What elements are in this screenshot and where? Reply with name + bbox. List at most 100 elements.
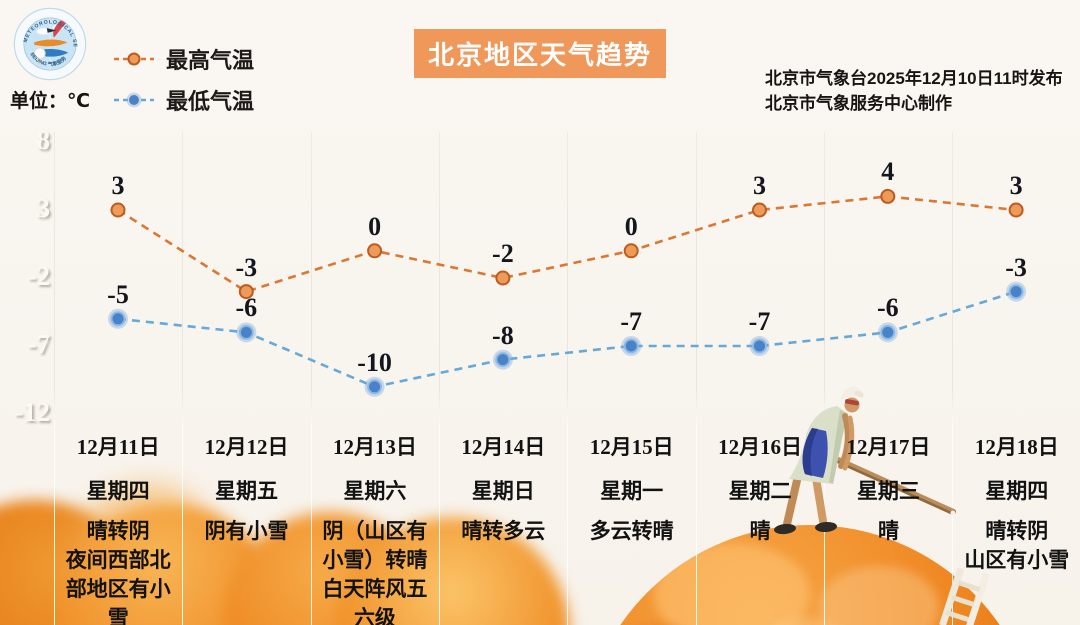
date-label: 12月15日 (589, 435, 674, 459)
column-separator (823, 132, 825, 625)
weekday-label: 星期六 (343, 479, 407, 503)
day-column: 12月11日 星期四 晴转阴 夜间西部北 部地区有小 雪 (54, 431, 182, 625)
data-point (880, 324, 896, 340)
miniature-figure (774, 386, 956, 535)
y-axis-tick: -2 (27, 261, 51, 291)
value-label: -7 (620, 307, 643, 336)
weather-label: 阴（山区有 小雪）转晴 白天阵风五 六级 (322, 519, 428, 625)
date-label: 12月16日 (718, 435, 803, 459)
date-label: 12月17日 (846, 435, 931, 459)
day-column: 12月12日 星期五阴有小雪 (182, 431, 310, 625)
column-separator (567, 132, 569, 625)
date-label: 12月13日 (332, 435, 417, 459)
y-axis-tick: -12 (14, 397, 50, 427)
weather-label: 晴转多云 (461, 519, 546, 543)
data-point (1008, 202, 1024, 218)
value-label: 3 (1009, 171, 1023, 200)
weekday-label: 星期四 (985, 479, 1049, 503)
ladder-icon (939, 567, 990, 625)
legend-label-low: 最低气温 (166, 89, 255, 114)
value-label: -3 (235, 252, 258, 282)
day-column: 12月13日 星期六阴（山区有 小雪）转晴 白天阵风五 六级 (311, 431, 439, 625)
legend-label-high: 最高气温 (166, 48, 255, 73)
day-column: 12月17日 星期三晴 (824, 431, 952, 625)
date-label: 12月11日 (76, 435, 160, 459)
red-ribbon (53, 20, 66, 38)
high-temp-swatch-icon (114, 52, 154, 66)
weekday-label: 星期日 (471, 479, 535, 503)
orange-texture (653, 543, 810, 625)
weekday-label: 星期三 (856, 479, 920, 503)
date-label: 12月12日 (204, 435, 289, 459)
y-axis-tick: -7 (27, 329, 51, 359)
weather-label: 晴 (749, 519, 771, 543)
legend-item-high: 最高气温 (112, 46, 255, 73)
data-point (238, 284, 254, 300)
value-label: -2 (492, 239, 514, 268)
sunglasses (844, 399, 859, 406)
column-separator (952, 132, 954, 625)
value-label: -6 (876, 293, 899, 323)
legend: 最高气温 最低气温 (112, 46, 254, 128)
column-separator (695, 132, 697, 625)
value-label: -8 (492, 320, 514, 350)
weekday-label: 星期一 (600, 479, 664, 503)
data-point (495, 352, 511, 368)
data-point (110, 202, 126, 218)
weather-label: 晴转阴 夜间西部北 部地区有小 雪 (65, 519, 171, 625)
publisher-info: 北京市气象台2025年12月10日11时发布 北京市气象服务中心制作 (765, 64, 1063, 114)
column-separator (438, 132, 440, 625)
data-point (495, 270, 511, 286)
day-column: 12月15日 星期一 多云转晴 (568, 431, 696, 625)
value-label: -10 (357, 347, 392, 377)
weather-label: 晴转阴 山区有小雪 (964, 519, 1070, 572)
day-column: 12月16日 星期二晴 (696, 431, 824, 625)
orange-texture (764, 617, 847, 625)
column-separator (182, 132, 184, 625)
page-title: 北京地区天气趋势 (413, 29, 667, 78)
value-label: 4 (881, 157, 895, 187)
unit-label: 单位：℃ (10, 91, 91, 112)
value-label: -3 (1005, 252, 1027, 282)
data-point (1008, 284, 1024, 300)
publisher-line-1: 北京市气象台2025年12月10日11时发布 (765, 69, 1063, 88)
day-column: 12月18日 星期四晴转阴 山区有小雪 (953, 431, 1080, 625)
series-line-high (117, 195, 1017, 294)
publisher-line-2: 北京市气象服务中心制作 (765, 94, 952, 113)
date-label: 12月18日 (974, 435, 1059, 459)
day-column: 12月14日 星期日晴转多云 (439, 431, 567, 625)
meteorological-service-logo-icon: METEOROLOGICAL SERVICE BEIJING 气象服务 (12, 6, 87, 81)
day-table: 12月11日 星期四 晴转阴 夜间西部北 部地区有小 雪 12月12日 星期五 阴有小雪 1… (54, 431, 1080, 625)
y-axis-tick: 8 (36, 125, 51, 155)
data-point (367, 243, 383, 259)
data-point (367, 379, 383, 395)
weekday-label: 星期五 (215, 479, 279, 503)
data-point (752, 338, 767, 354)
column-separator (54, 132, 55, 625)
data-point (880, 188, 896, 204)
y-axis-tick: 3 (36, 193, 51, 223)
data-point (623, 338, 639, 354)
weather-label: 阴有小雪 (204, 519, 289, 543)
data-point (752, 202, 767, 218)
orange-texture (819, 566, 939, 625)
data-point (238, 324, 254, 340)
legend-item-low: 最低气温 (112, 87, 255, 114)
weather-label: 晴 (877, 519, 899, 543)
value-label: 0 (368, 211, 382, 241)
dart-icon (46, 28, 57, 33)
value-label: -6 (235, 293, 258, 323)
date-label: 12月14日 (461, 435, 546, 459)
value-label: -5 (107, 279, 129, 309)
value-label: 3 (111, 171, 125, 200)
data-point (623, 243, 639, 259)
value-label: 3 (753, 171, 766, 200)
white-cap (841, 386, 864, 401)
series-line-low (117, 290, 1017, 389)
